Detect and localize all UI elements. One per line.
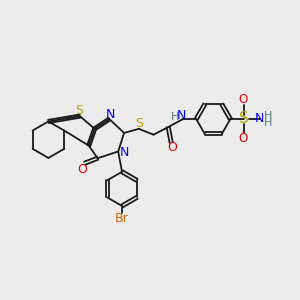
Text: O: O bbox=[168, 141, 178, 154]
Text: O: O bbox=[238, 132, 248, 145]
Text: N: N bbox=[106, 108, 116, 121]
Text: S: S bbox=[239, 111, 249, 126]
Text: N: N bbox=[119, 146, 129, 159]
Text: O: O bbox=[77, 163, 87, 176]
Text: Br: Br bbox=[115, 212, 129, 225]
Text: N: N bbox=[176, 109, 186, 122]
Text: O: O bbox=[238, 93, 248, 106]
Text: H: H bbox=[264, 118, 272, 128]
Text: S: S bbox=[135, 117, 143, 130]
Text: H: H bbox=[170, 112, 179, 122]
Text: N: N bbox=[255, 112, 265, 125]
Text: H: H bbox=[264, 111, 272, 121]
Text: S: S bbox=[75, 104, 83, 117]
